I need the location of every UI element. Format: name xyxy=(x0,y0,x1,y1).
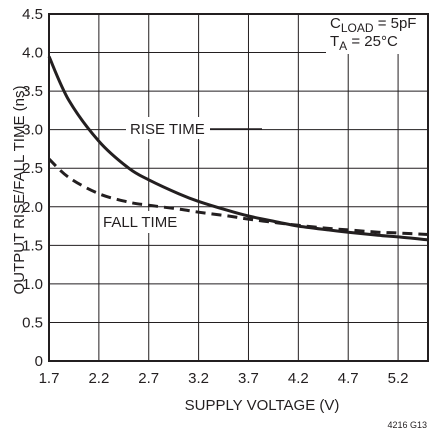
plot-frame xyxy=(48,13,429,362)
load-symbol: C xyxy=(330,15,341,32)
temperature-value: = 25°C xyxy=(347,33,398,50)
load-subscript: LOAD xyxy=(341,21,374,35)
y-tick-label: 4.0 xyxy=(22,45,43,62)
tick-labels: 1.7 2.2 2.7 3.2 3.7 4.2 4.7 5.2 0 0.5 1.0 1.5 2.0 2.5… xyxy=(22,6,408,387)
load-value: = 5pF xyxy=(374,15,417,32)
x-tick-label: 5.2 xyxy=(388,370,409,387)
x-tick-label: 2.7 xyxy=(138,370,159,387)
temperature-subscript: A xyxy=(339,39,347,53)
series-layer xyxy=(47,55,429,242)
x-tick-label: 4.2 xyxy=(288,370,309,387)
rise-time-label: RISE TIME xyxy=(130,121,205,138)
y-tick-label: 0.5 xyxy=(22,314,43,331)
y-tick-label: 3.5 xyxy=(22,83,43,100)
x-tick-label: 4.7 xyxy=(338,370,359,387)
fall-time-label: FALL TIME xyxy=(103,214,177,231)
x-tick-label: 3.7 xyxy=(238,370,259,387)
load-condition: CLOAD = 5pF xyxy=(330,15,416,35)
fall-time-line xyxy=(47,157,429,236)
y-tick-label: 1.0 xyxy=(22,276,43,293)
y-tick-label: 2.5 xyxy=(22,160,43,177)
y-axis-title: OUTPUT RISE/FALL TIME (ns) xyxy=(11,86,28,295)
y-tick-label: 4.5 xyxy=(22,6,43,23)
y-tick-label: 3.0 xyxy=(22,122,43,139)
grid xyxy=(49,14,428,361)
y-tick-label: 0 xyxy=(35,353,43,370)
conditions-mask xyxy=(326,14,428,54)
figure-id: 4216 G13 xyxy=(387,420,427,430)
rise-label-mask xyxy=(126,117,210,139)
x-tick-label: 3.2 xyxy=(188,370,209,387)
temperature-symbol: T xyxy=(330,33,339,50)
temperature-condition: TA = 25°C xyxy=(330,33,398,53)
rise-time-line xyxy=(47,55,429,242)
fall-label-mask xyxy=(100,211,186,233)
y-tick-label: 1.5 xyxy=(22,237,43,254)
y-tick-label: 2.0 xyxy=(22,199,43,216)
x-axis-title: SUPPLY VOLTAGE (V) xyxy=(185,397,340,414)
x-tick-label: 2.2 xyxy=(88,370,109,387)
x-tick-label: 1.7 xyxy=(39,370,60,387)
